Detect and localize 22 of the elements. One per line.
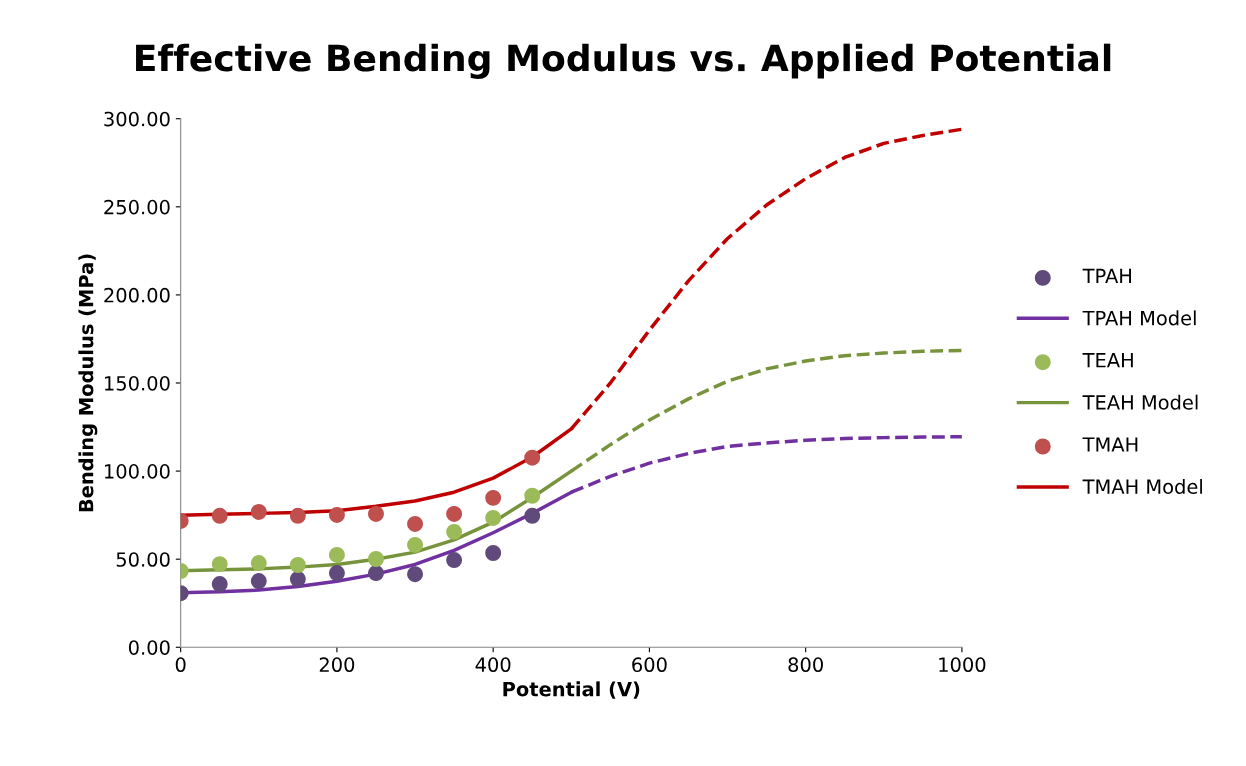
y-tick-label: 0.00 [128, 640, 170, 655]
legend-label: TMAH [1082, 437, 1138, 452]
x-tick-label: 1000 [939, 657, 986, 673]
legend-label: TEAH [1082, 353, 1133, 368]
y-tick-label: 150.00 [105, 375, 170, 391]
x-tick-label: 800 [788, 657, 823, 673]
legend-label: TEAH Model [1082, 394, 1198, 410]
x-axis-title: Potential (V) [503, 681, 640, 699]
x-tick-label: 200 [319, 657, 355, 673]
x-tick-label: 600 [632, 657, 667, 673]
chart-title: Effective Bending Modulus vs. Applied Potential [136, 43, 1111, 79]
y-tick-label: 300.00 [104, 111, 170, 127]
y-tick-label: 100.00 [105, 464, 170, 479]
legend-label: TPAH [1082, 268, 1132, 283]
x-tick-label: 0 [175, 657, 186, 673]
y-tick-label: 200.00 [104, 287, 170, 303]
legend-label: TPAH Model [1082, 310, 1196, 326]
x-tick-label: 400 [475, 657, 511, 673]
y-tick-label: 50.00 [116, 552, 170, 567]
y-axis-title: Bending Modulus (MPa) [78, 254, 98, 512]
legend-label: TMAH Model [1082, 478, 1202, 495]
y-tick-label: 250.00 [104, 199, 170, 215]
